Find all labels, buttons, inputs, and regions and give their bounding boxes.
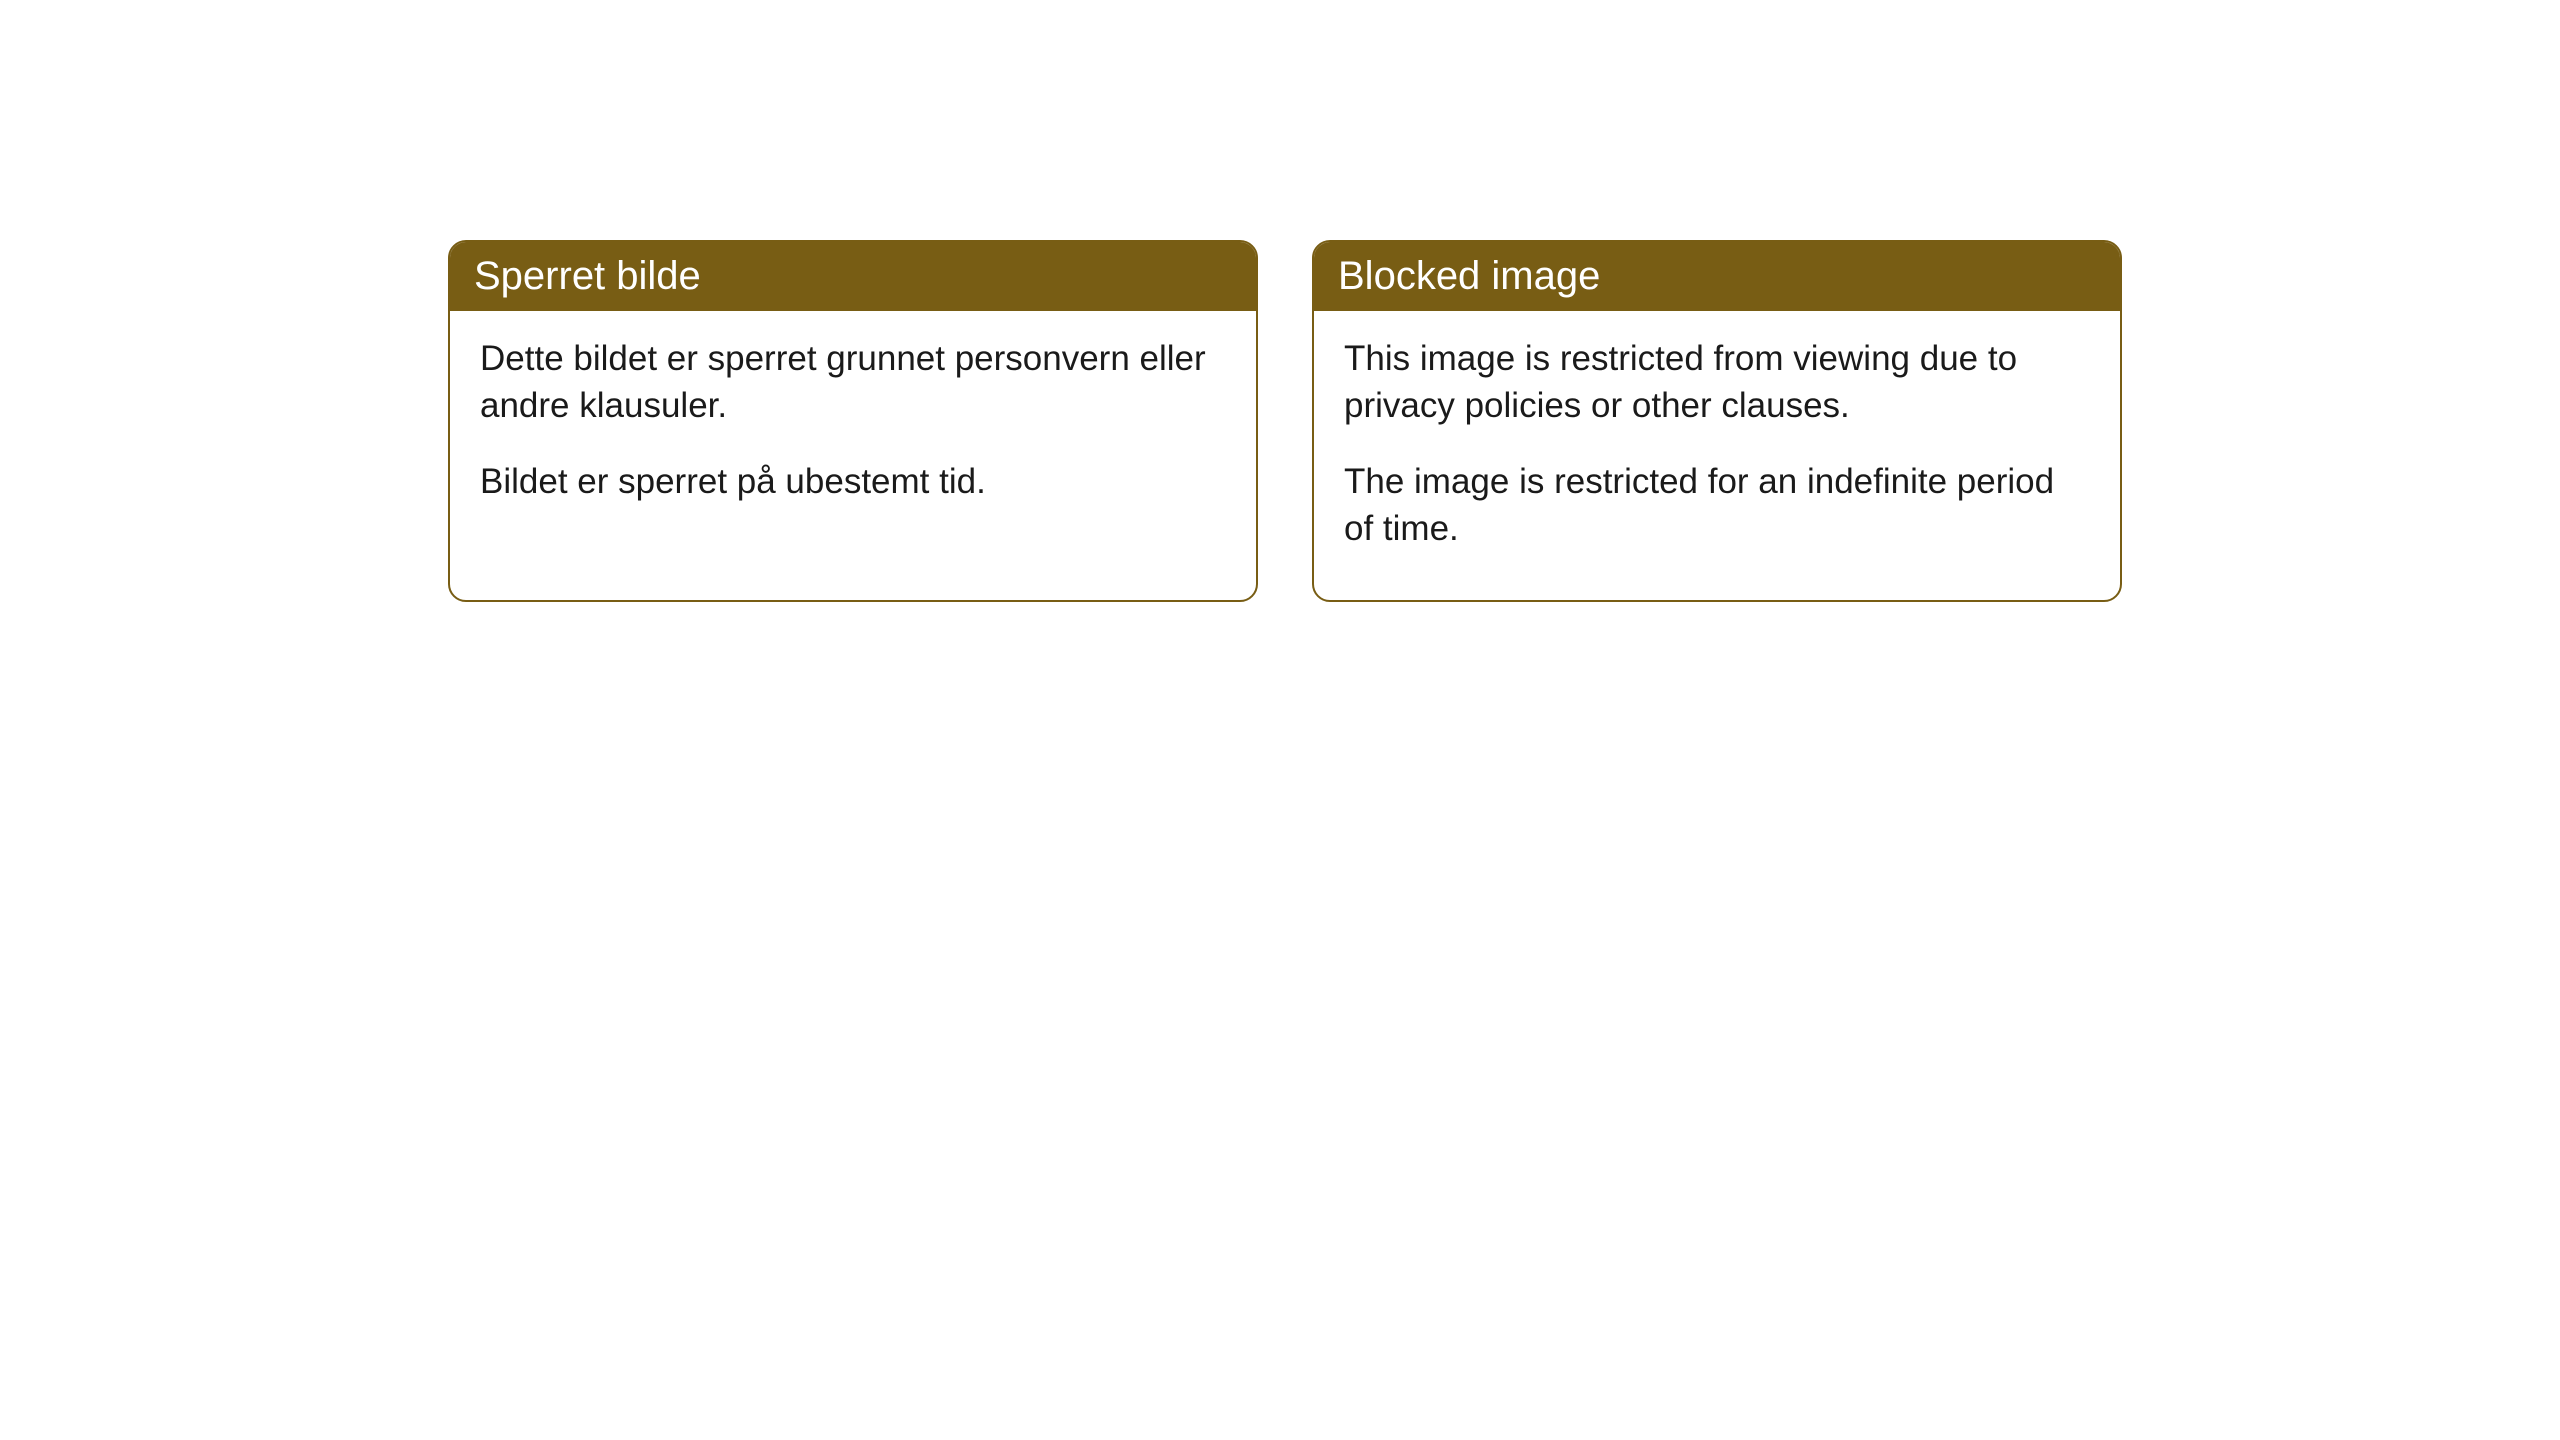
notice-card-english: Blocked image This image is restricted f… [1312, 240, 2122, 602]
notice-cards-container: Sperret bilde Dette bildet er sperret gr… [0, 0, 2560, 602]
card-body: This image is restricted from viewing du… [1314, 311, 2120, 600]
notice-card-norwegian: Sperret bilde Dette bildet er sperret gr… [448, 240, 1258, 602]
card-body: Dette bildet er sperret grunnet personve… [450, 311, 1256, 553]
card-paragraph: The image is restricted for an indefinit… [1344, 458, 2090, 553]
card-paragraph: Bildet er sperret på ubestemt tid. [480, 458, 1226, 505]
card-title: Sperret bilde [474, 254, 701, 298]
card-header: Blocked image [1314, 242, 2120, 311]
card-title: Blocked image [1338, 254, 1600, 298]
card-paragraph: Dette bildet er sperret grunnet personve… [480, 335, 1226, 430]
card-header: Sperret bilde [450, 242, 1256, 311]
card-paragraph: This image is restricted from viewing du… [1344, 335, 2090, 430]
